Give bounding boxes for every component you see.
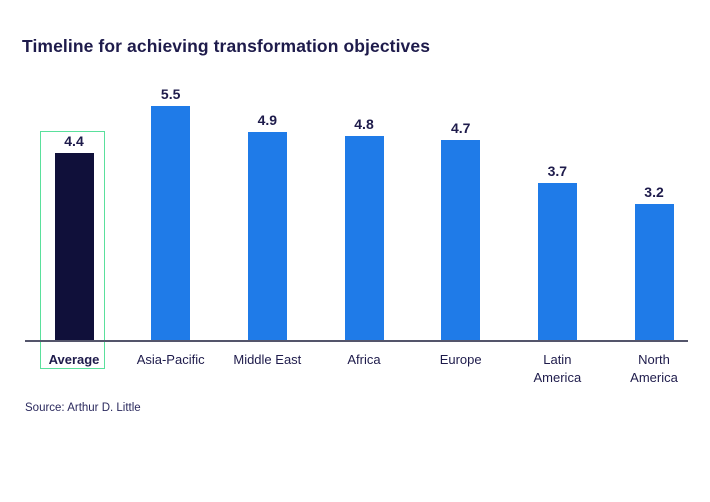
bar-category-label: Asia-Pacific (136, 352, 205, 367)
bar-category-label: Average (48, 352, 100, 367)
bar-value-label: 4.9 (257, 112, 278, 128)
source-note: Source: Arthur D. Little (25, 402, 141, 414)
average-highlight-box (40, 131, 105, 369)
bar-europe (441, 140, 481, 340)
bar-category-label: Europe (439, 352, 482, 367)
bar-value-label: 4.4 (64, 133, 84, 149)
bar-middle-east (247, 132, 287, 340)
bar-value-label: 4.7 (450, 120, 471, 136)
bar-category-label: Middle East (233, 352, 302, 367)
bar-category-label: Latin America (533, 352, 582, 385)
chart-title: Timeline for achieving transformation ob… (22, 36, 431, 56)
bar-value-label: 3.7 (547, 163, 568, 179)
bar-latin-america (537, 183, 577, 340)
bar-value-label: 5.5 (160, 86, 181, 102)
bar-average (54, 153, 94, 340)
bar-north-america (634, 204, 674, 340)
bar-category-label: Africa (347, 352, 381, 367)
bar-asia-pacific (151, 106, 191, 340)
bar-africa (344, 136, 384, 340)
x-axis-line (25, 340, 688, 342)
bar-value-label: 3.2 (644, 184, 664, 200)
bar-category-label: North America (630, 352, 678, 385)
bar-value-label: 4.8 (354, 116, 374, 132)
